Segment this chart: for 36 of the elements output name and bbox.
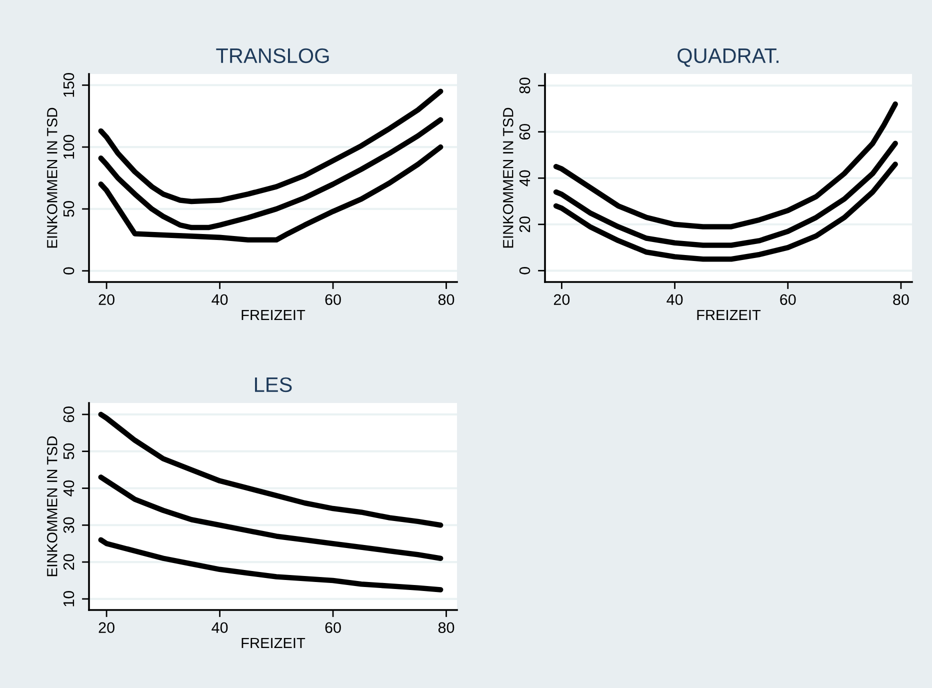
y-tick-label: 50 xyxy=(63,201,74,217)
y-tick-label: 100 xyxy=(63,134,74,159)
y-tick-label: 20 xyxy=(63,554,74,570)
y-tick-label: 80 xyxy=(519,78,530,94)
x-axis-title: FREIZEIT xyxy=(242,638,306,648)
y-tick-label: 40 xyxy=(63,480,74,496)
x-axis-title: FREIZEIT xyxy=(242,310,306,320)
y-tick-label: 10 xyxy=(63,591,74,606)
y-tick-label: 30 xyxy=(63,517,74,534)
x-tick-label: 60 xyxy=(325,622,341,634)
y-axis-title: EINKOMMEN IN TSD xyxy=(46,436,58,576)
x-tick-label: 80 xyxy=(893,294,909,306)
y-tick-label: 40 xyxy=(519,170,530,186)
x-axis-title: FREIZEIT xyxy=(697,310,761,320)
x-tick-label: 20 xyxy=(98,294,114,306)
y-tick-label: 0 xyxy=(63,267,74,275)
y-tick-label: 50 xyxy=(63,443,74,460)
chart-title: QUADRAT. xyxy=(678,48,778,67)
x-tick-label: 20 xyxy=(98,622,114,634)
y-tick-label: 60 xyxy=(519,124,530,140)
chart-title: TRANSLOG xyxy=(216,48,329,64)
y-axis-title: EINKOMMEN IN TSD xyxy=(502,108,514,248)
x-tick-label: 40 xyxy=(212,294,228,306)
x-tick-label: 40 xyxy=(212,622,228,634)
x-tick-label: 60 xyxy=(780,294,796,306)
chart-title: LES xyxy=(255,377,292,392)
y-tick-label: 20 xyxy=(519,216,530,232)
x-tick-label: 80 xyxy=(438,622,454,634)
x-tick-label: 40 xyxy=(666,294,683,306)
x-tick-label: 20 xyxy=(554,294,570,306)
x-tick-label: 80 xyxy=(438,294,454,306)
y-tick-label: 0 xyxy=(519,267,530,274)
y-tick-label: 150 xyxy=(63,72,74,97)
x-tick-label: 60 xyxy=(325,294,341,306)
y-tick-label: 60 xyxy=(63,406,74,422)
y-axis-title: EINKOMMEN IN TSD xyxy=(46,108,58,248)
